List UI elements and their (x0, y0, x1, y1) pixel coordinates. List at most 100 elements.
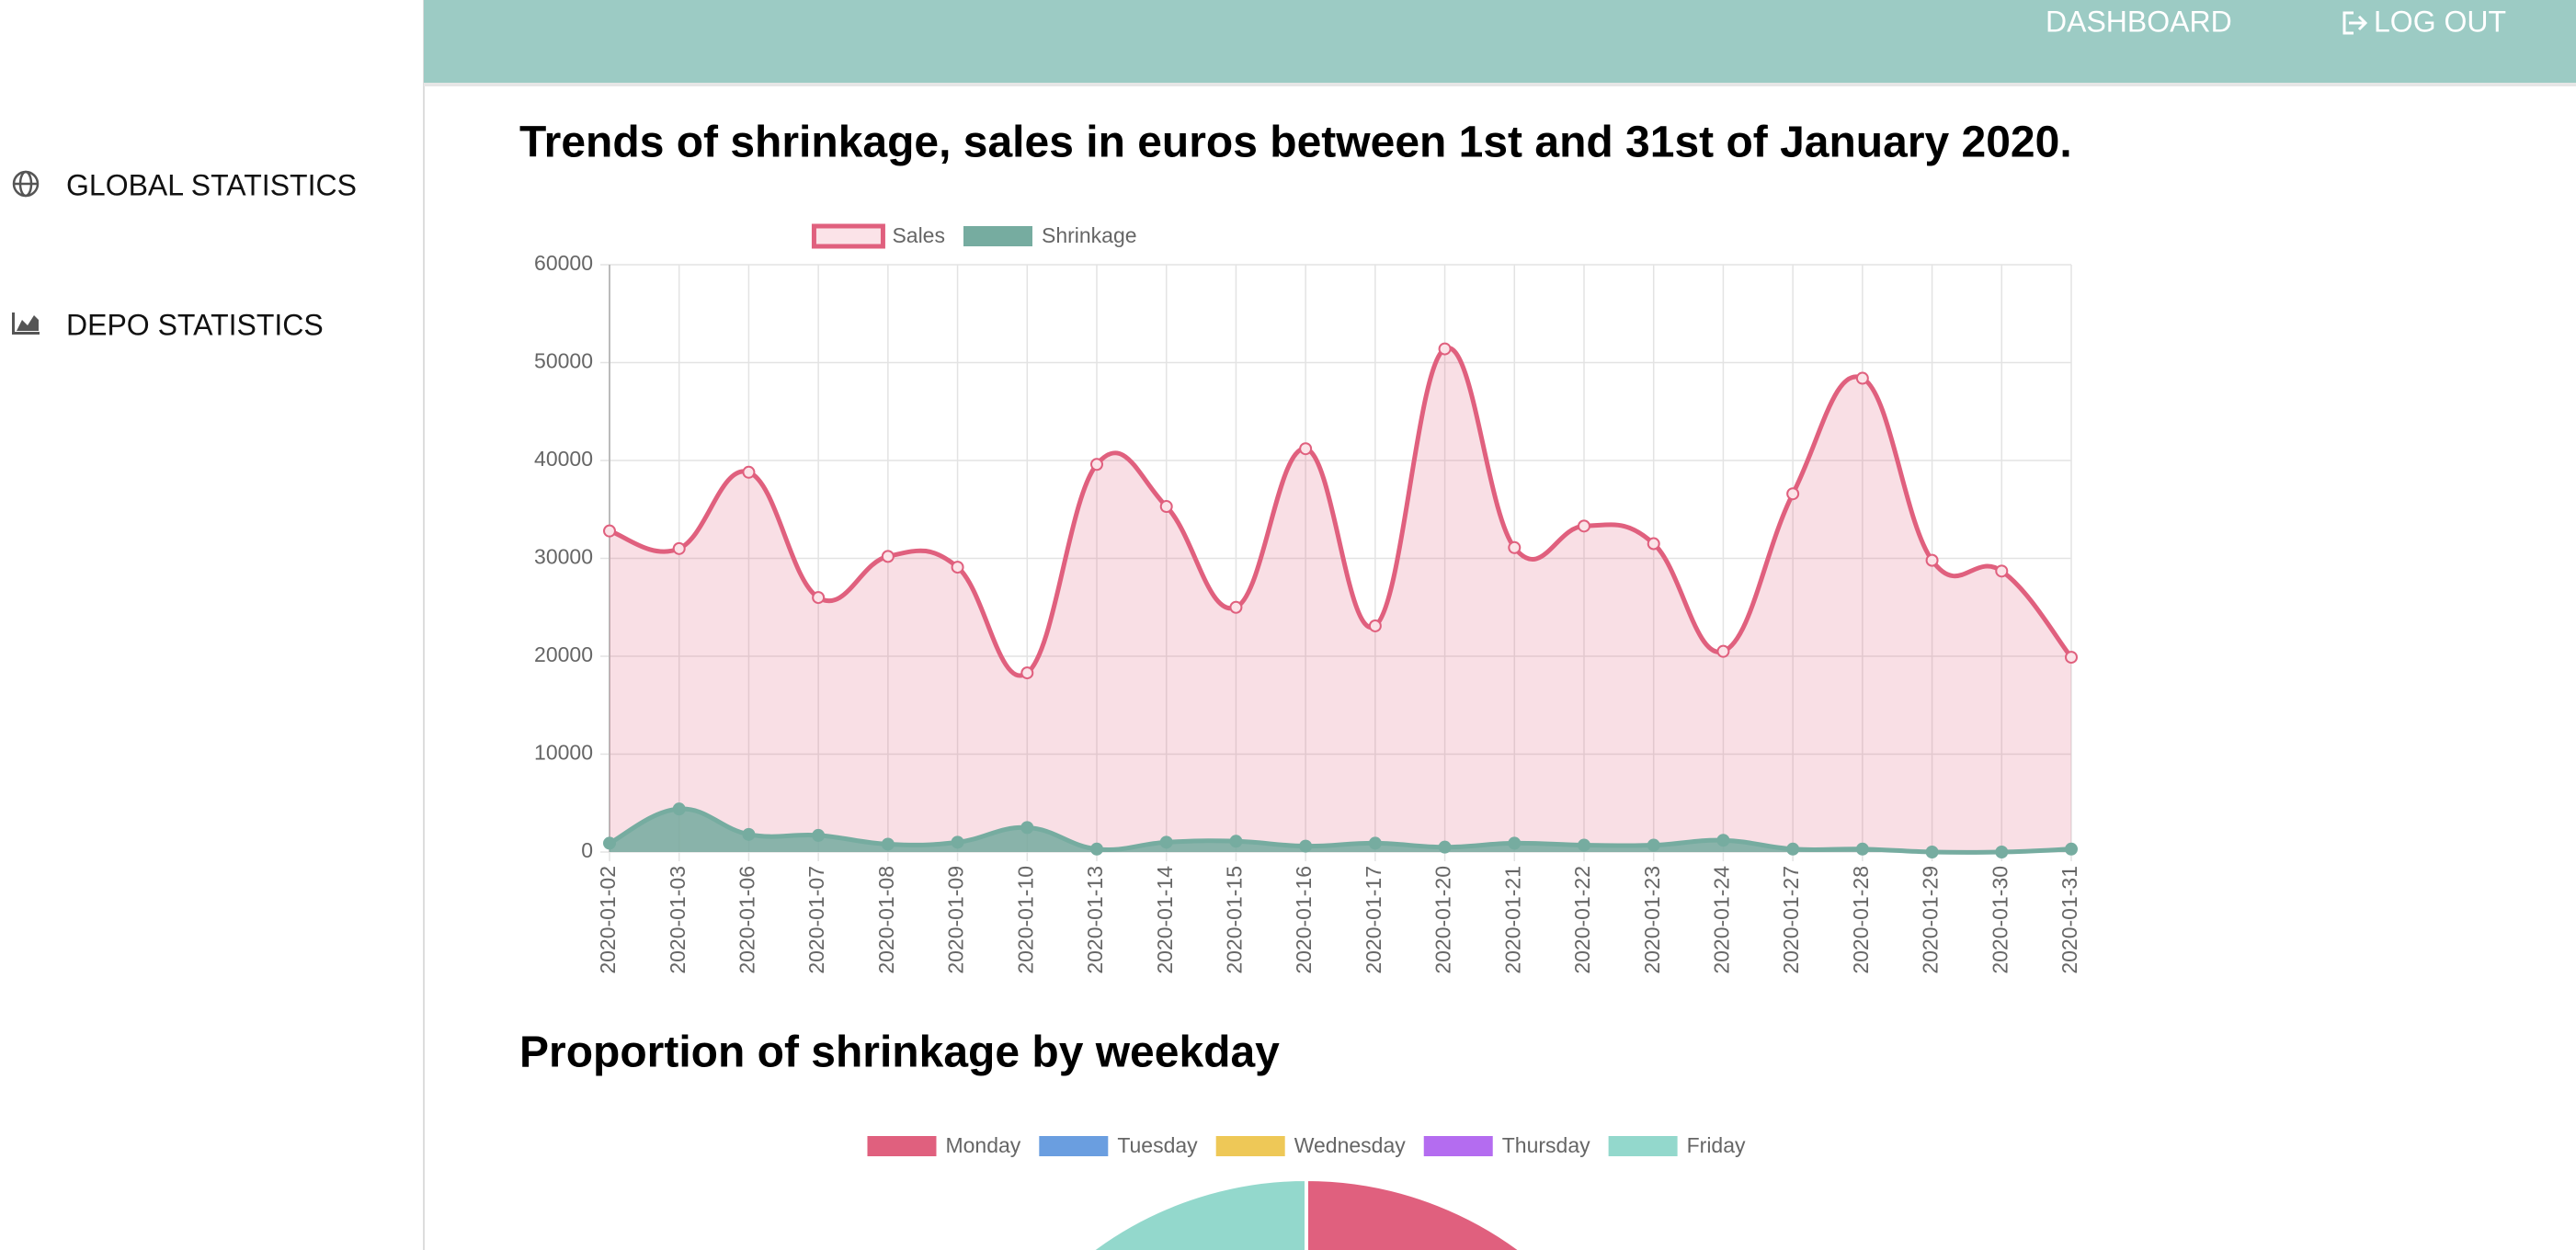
data-point (1438, 840, 1452, 854)
x-tick-label: 2020-01-21 (1500, 866, 1524, 974)
header-link[interactable]: LOG OUT (2374, 5, 2506, 38)
y-tick-label: 50000 (534, 349, 593, 373)
nav-link[interactable]: GLOBAL STATISTICS (66, 168, 357, 201)
data-point (1578, 838, 1590, 852)
data-point (881, 550, 895, 563)
x-tick-label: 2020-01-28 (1849, 866, 1873, 974)
x-tick-label: 2020-01-10 (1013, 866, 1037, 974)
legend-label: Tuesday (1117, 1133, 1198, 1157)
x-tick-label: 2020-01-20 (1431, 866, 1455, 974)
pie-slice (1089, 1176, 1308, 1250)
series-line (609, 346, 2073, 678)
legend-label: Sales (892, 223, 945, 247)
legend-swatch (1039, 1136, 1109, 1156)
data-point (1716, 834, 1730, 847)
data-point (1159, 835, 1173, 849)
logout-icon (2342, 11, 2368, 35)
data-point (812, 828, 826, 842)
legend-swatch (867, 1136, 937, 1156)
x-tick-label: 2020-01-06 (735, 866, 759, 974)
data-point (1368, 619, 1382, 632)
x-tick-label: 2020-01-17 (1362, 866, 1385, 974)
data-point (1368, 836, 1382, 850)
data-point (2065, 651, 2078, 665)
x-tick-label: 2020-01-08 (874, 866, 898, 974)
data-point (1786, 487, 1800, 501)
data-point (1855, 371, 1869, 385)
data-point (1925, 846, 1939, 858)
data-point (951, 561, 964, 574)
x-tick-label: 2020-01-07 (804, 866, 828, 974)
legend-label: Friday (1687, 1133, 1746, 1157)
header-link[interactable]: DASHBOARD (2046, 5, 2232, 38)
x-tick-label: 2020-01-30 (1988, 866, 2012, 974)
legend-swatch (811, 223, 885, 249)
y-tick-label: 40000 (534, 447, 593, 471)
y-tick-label: 20000 (534, 642, 593, 666)
x-tick-label: 2020-01-02 (596, 866, 620, 974)
data-point (1020, 821, 1034, 835)
header-shadow (424, 83, 2576, 86)
data-point (1508, 836, 1522, 850)
y-tick-label: 30000 (534, 545, 593, 569)
legend-label: Wednesday (1294, 1133, 1407, 1157)
data-point (1090, 842, 1103, 856)
x-tick-label: 2020-01-24 (1710, 866, 1734, 974)
x-tick-label: 2020-01-27 (1779, 866, 1803, 974)
x-tick-label: 2020-01-29 (1919, 866, 1943, 974)
x-tick-label: 2020-01-31 (2057, 866, 2081, 974)
data-point (1716, 644, 1730, 658)
data-point (1229, 835, 1243, 848)
data-point (1438, 342, 1452, 356)
x-tick-label: 2020-01-23 (1640, 866, 1664, 974)
legend-swatch (963, 226, 1032, 246)
data-point (1855, 842, 1869, 856)
data-point (672, 541, 686, 555)
data-point (1229, 600, 1243, 614)
legend-swatch (1423, 1136, 1493, 1156)
data-point (1925, 553, 1939, 567)
chart-title: Proportion of shrinkage by weekday (519, 1028, 1280, 1077)
x-tick-label: 2020-01-14 (1153, 866, 1177, 974)
data-point (1020, 666, 1034, 680)
nav-link[interactable]: DEPO STATISTICS (66, 308, 324, 341)
data-point (1508, 540, 1522, 554)
data-point (1995, 564, 2009, 578)
data-point (951, 835, 964, 849)
header-bar (424, 0, 2576, 83)
series-area (610, 347, 2071, 852)
data-point (812, 591, 826, 605)
y-tick-label: 0 (581, 838, 593, 862)
data-point (603, 836, 616, 850)
x-tick-label: 2020-01-22 (1570, 866, 1594, 974)
data-point (603, 524, 616, 538)
x-tick-label: 2020-01-03 (666, 866, 690, 974)
legend-label: Shrinkage (1042, 223, 1137, 247)
x-tick-label: 2020-01-15 (1223, 866, 1247, 974)
data-point (1786, 842, 1800, 856)
data-point (742, 827, 756, 841)
data-point (1647, 838, 1660, 852)
x-tick-label: 2020-01-16 (1292, 866, 1316, 974)
legend-label: Monday (945, 1133, 1020, 1157)
data-point (1995, 846, 2009, 858)
chart-title: Trends of shrinkage, sales in euros betw… (519, 119, 2072, 167)
x-tick-label: 2020-01-09 (944, 866, 968, 974)
sidebar (0, 0, 424, 1250)
data-point (1647, 537, 1660, 551)
y-tick-label: 10000 (534, 741, 593, 765)
data-point (1299, 442, 1313, 456)
data-point (2065, 842, 2078, 856)
data-point (742, 465, 756, 479)
chart-icon (12, 312, 40, 335)
data-point (1159, 500, 1173, 514)
globe-icon (12, 170, 40, 198)
legend-swatch (1608, 1136, 1678, 1156)
series-line (608, 806, 2072, 855)
pie-slice (1305, 1176, 1523, 1250)
x-tick-label: 2020-01-13 (1083, 866, 1107, 974)
data-point (1578, 519, 1590, 533)
legend-swatch (1215, 1136, 1285, 1156)
data-point (1299, 839, 1313, 853)
